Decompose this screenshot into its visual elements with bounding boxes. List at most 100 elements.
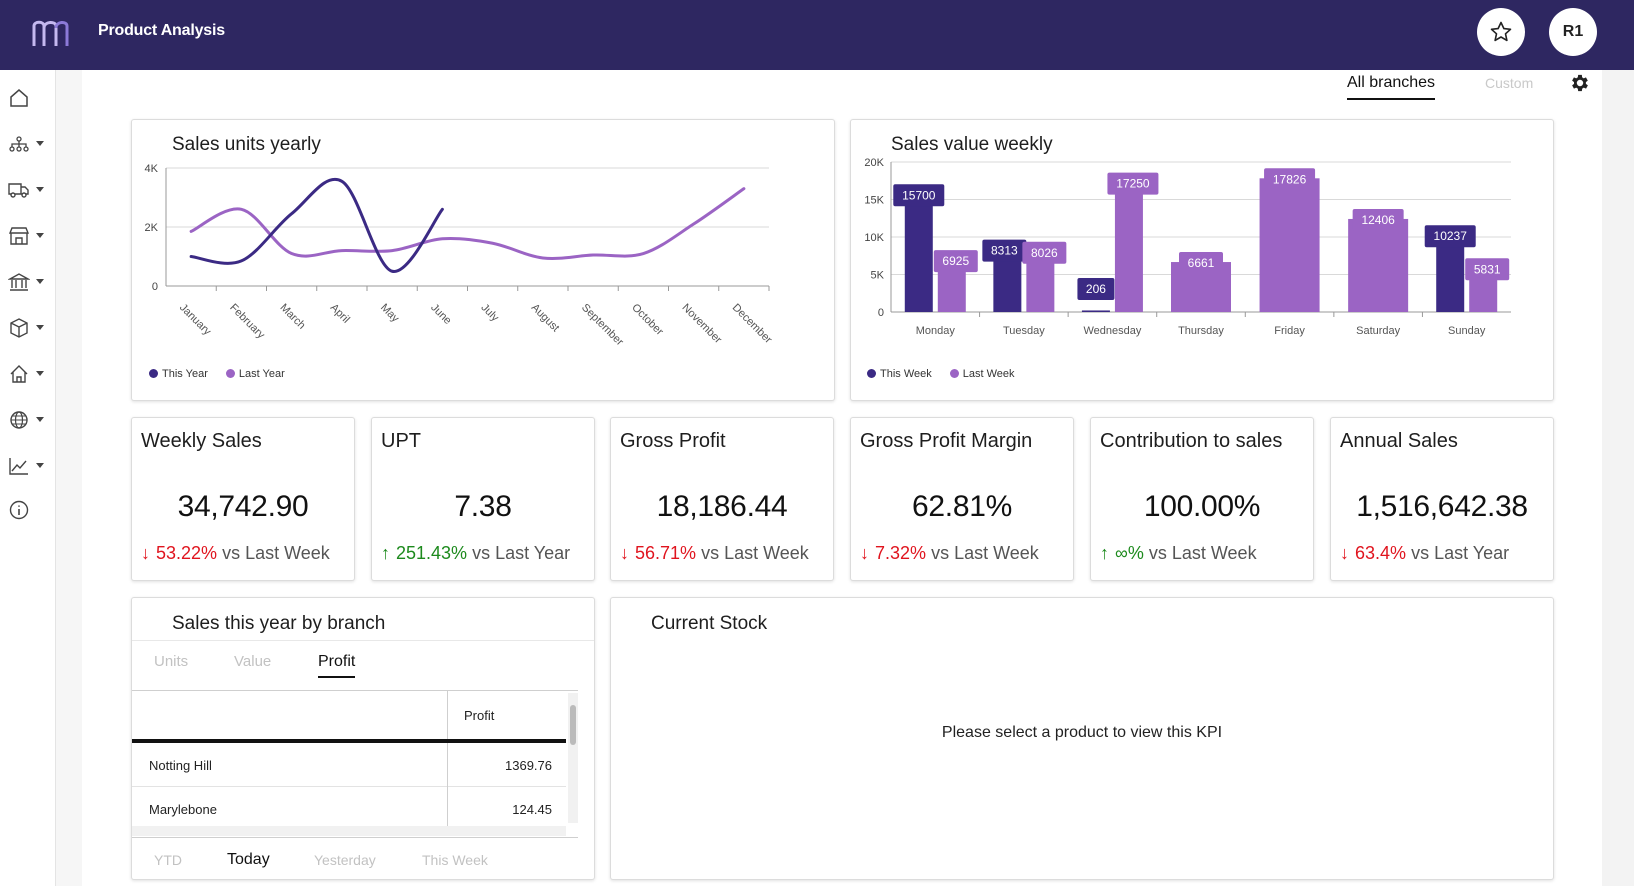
legend-label: This Week bbox=[880, 368, 932, 380]
branch-value: 1369.76 bbox=[447, 743, 566, 787]
y-tick-label: 2K bbox=[145, 222, 159, 234]
table-header: Profit bbox=[132, 691, 566, 743]
y-tick-label: 20K bbox=[864, 157, 884, 169]
sidebar-item-property[interactable] bbox=[8, 360, 50, 388]
bar[interactable] bbox=[1259, 178, 1320, 312]
legend-this-year[interactable]: This Year bbox=[149, 368, 208, 380]
legend-last-year[interactable]: Last Year bbox=[225, 368, 285, 380]
sidebar-item-info[interactable] bbox=[8, 496, 50, 524]
data-label-bg bbox=[1465, 258, 1510, 281]
chart-legend: This Year Last Year bbox=[149, 368, 285, 380]
chevron-down-icon bbox=[36, 371, 44, 376]
chart-line-icon bbox=[9, 458, 28, 475]
tab-units[interactable]: Units bbox=[154, 653, 189, 670]
sidebar-item-delivery[interactable] bbox=[8, 176, 50, 204]
bar[interactable] bbox=[1436, 235, 1465, 312]
bar[interactable] bbox=[1081, 310, 1110, 312]
user-avatar-button[interactable]: R1 bbox=[1549, 8, 1597, 56]
app-logo[interactable] bbox=[30, 14, 70, 52]
scroll-gutter[interactable] bbox=[1602, 70, 1634, 886]
gear-icon[interactable] bbox=[1569, 72, 1591, 94]
data-label-bg bbox=[1424, 225, 1476, 248]
kpi-value: 7.38 bbox=[454, 490, 512, 523]
x-tick-label: September bbox=[579, 302, 626, 349]
x-tick-label: July bbox=[479, 302, 502, 325]
sidebar-item-home[interactable] bbox=[8, 84, 50, 112]
sales-value-bar-chart: 0 5K 10K 15K 20K Monday 15700 6925 Tuesday 8313 80… bbox=[864, 157, 1511, 337]
sidebar bbox=[0, 70, 56, 886]
bar[interactable] bbox=[904, 194, 933, 312]
sidebar-item-hierarchy[interactable] bbox=[8, 130, 50, 158]
data-label-bg bbox=[1022, 241, 1067, 264]
kpi-comparison: vs Last Week bbox=[222, 543, 330, 563]
table-horizontal-scrollbar[interactable] bbox=[132, 826, 566, 836]
bar[interactable] bbox=[1348, 218, 1409, 312]
sidebar-item-products[interactable] bbox=[8, 314, 50, 342]
x-tick-label: June bbox=[428, 302, 453, 327]
tab-value[interactable]: Value bbox=[234, 653, 272, 670]
favorite-button[interactable] bbox=[1477, 8, 1525, 56]
chart-legend: This Week Last Week bbox=[867, 368, 1015, 380]
divider bbox=[132, 640, 594, 641]
column-header-profit[interactable]: Profit bbox=[447, 691, 566, 739]
kpi-change: ↓ 56.71% vs Last Week bbox=[620, 543, 809, 564]
sales-units-line-chart: 0 2K 4K January February March April May June Jul… bbox=[145, 163, 775, 349]
series-line[interactable] bbox=[189, 177, 444, 273]
sidebar-item-stores[interactable] bbox=[8, 222, 50, 250]
data-label: 6661 bbox=[1188, 256, 1215, 270]
x-tick-label: Friday bbox=[1274, 325, 1305, 337]
arrow-down-icon: ↓ bbox=[860, 543, 869, 563]
kpi-card: Gross Profit 18,186.44 ↓ 56.71% vs Last Wee… bbox=[610, 417, 834, 581]
arrow-down-icon: ↓ bbox=[141, 543, 150, 563]
truck-icon bbox=[8, 183, 29, 198]
kpi-change: ↑ ∞% vs Last Week bbox=[1100, 543, 1257, 564]
sales-units-yearly-card: Sales units yearly 0 2K 4K January February M… bbox=[131, 119, 835, 401]
kpi-value: 34,742.90 bbox=[177, 490, 309, 523]
bar[interactable] bbox=[1114, 182, 1143, 312]
tab-profit[interactable]: Profit bbox=[318, 653, 356, 678]
y-tick-label: 0 bbox=[878, 307, 884, 319]
tab-ytd[interactable]: YTD bbox=[154, 852, 182, 868]
sales-value-weekly-card: Sales value weekly 0 5K 10K 15K 20K Monday 157… bbox=[850, 119, 1554, 401]
current-stock-card: Current Stock Please select a product to… bbox=[610, 597, 1554, 880]
x-tick-label: Tuesday bbox=[1003, 325, 1045, 337]
data-label: 12406 bbox=[1361, 213, 1395, 227]
kpi-comparison: vs Last Week bbox=[1148, 543, 1257, 563]
x-tick-label: Sunday bbox=[1448, 325, 1486, 337]
data-label: 6925 bbox=[942, 254, 969, 268]
chevron-down-icon bbox=[36, 187, 44, 192]
sidebar-item-analytics[interactable] bbox=[8, 452, 50, 480]
sidebar-item-global[interactable] bbox=[8, 406, 50, 434]
bank-icon bbox=[8, 273, 30, 291]
series-line[interactable] bbox=[189, 187, 746, 260]
sidebar-item-finance[interactable] bbox=[8, 268, 50, 296]
legend-label: Last Week bbox=[962, 368, 1015, 380]
kpi-change-percent: 63.4% bbox=[1355, 543, 1407, 563]
star-icon bbox=[1490, 21, 1512, 42]
data-label-bg bbox=[933, 250, 978, 273]
legend-last-week[interactable]: Last Week bbox=[949, 368, 1015, 380]
data-label: 15700 bbox=[902, 188, 936, 202]
legend-label: Last Year bbox=[238, 368, 285, 380]
kpi-comparison: vs Last Year bbox=[1411, 543, 1510, 563]
y-tick-label: 15K bbox=[864, 195, 884, 207]
tab-yesterday[interactable]: Yesterday bbox=[314, 852, 376, 868]
tab-all-branches[interactable]: All branches bbox=[1347, 74, 1436, 100]
data-label: 17250 bbox=[1116, 177, 1150, 191]
card-title: Sales this year by branch bbox=[172, 613, 386, 634]
scrollbar-thumb[interactable] bbox=[570, 705, 576, 745]
hierarchy-icon bbox=[9, 136, 29, 152]
chevron-down-icon bbox=[36, 325, 44, 330]
table-row[interactable]: Notting Hill 1369.76 bbox=[132, 743, 566, 787]
data-label-bg bbox=[1107, 172, 1159, 195]
tab-today[interactable]: Today bbox=[227, 851, 270, 868]
table-row[interactable]: Marylebone 124.45 bbox=[132, 787, 566, 831]
legend-this-week[interactable]: This Week bbox=[867, 368, 932, 380]
content-gutter bbox=[56, 70, 82, 886]
x-tick-label: February bbox=[227, 302, 267, 342]
chevron-down-icon bbox=[36, 463, 44, 468]
tab-custom-branches[interactable]: Custom bbox=[1485, 75, 1534, 91]
info-icon bbox=[9, 500, 29, 520]
table-vertical-scrollbar[interactable] bbox=[568, 693, 578, 823]
tab-this-week[interactable]: This Week bbox=[422, 852, 488, 868]
